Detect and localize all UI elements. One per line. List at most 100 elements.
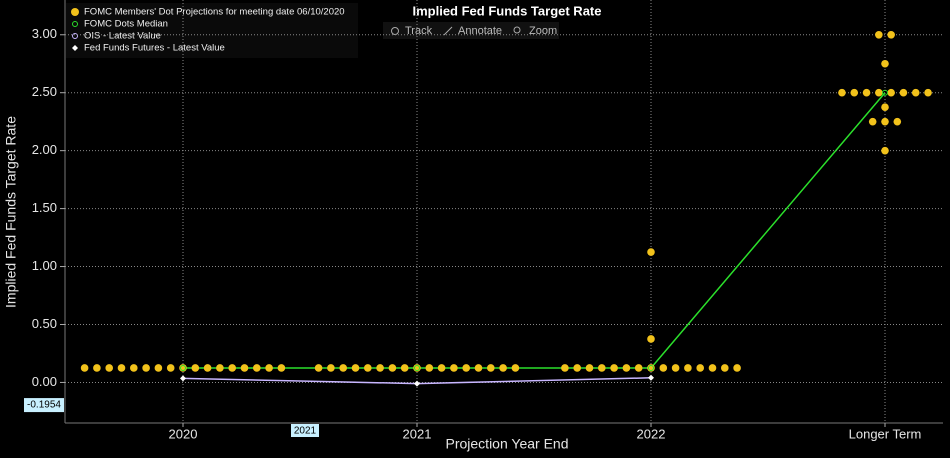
dot [887,30,895,39]
toolbar: Track Annotate Zoom [383,22,559,39]
dot [437,364,446,372]
dot [240,364,249,372]
x-tick-label: 2021 [403,426,432,441]
dot [216,364,224,372]
median-marker [882,89,888,96]
dot [511,364,520,372]
legend-marker [72,33,78,39]
x-tick-label: Longer Term [849,426,922,441]
dot [376,364,384,372]
dot [573,364,581,372]
median-marker [180,364,186,371]
y-tick-label: 2.00 [32,142,57,157]
dot [881,103,889,111]
dot [585,364,594,372]
dot [228,364,236,372]
dot [314,364,323,372]
dot [598,364,606,372]
dot [252,364,261,372]
futures-marker [180,375,186,382]
legend-entry: FOMC Dots Median [84,19,168,30]
median-marker [414,364,420,371]
dot [862,88,871,97]
dot [647,248,655,256]
legend-entry: OIS - Latest Value [84,31,161,42]
x-tick-label: 2020 [169,426,198,441]
toolbar-button[interactable]: Zoom [529,25,557,37]
cursor-x-bg [291,424,319,437]
chart-title: Implied Fed Funds Target Rate [412,3,601,18]
dot [659,364,668,372]
dot [388,364,397,372]
legend-marker [72,21,78,27]
dot [684,364,692,372]
median-line [183,92,886,369]
dot [105,364,113,372]
dot [733,364,741,372]
dot [450,364,458,372]
dot [622,364,631,372]
dot [850,88,859,97]
legend-entry: Fed Funds Futures - Latest Value [84,43,225,54]
dot [881,146,889,155]
dot [117,364,126,372]
dot [647,335,655,343]
dot [893,117,902,126]
y-tick-label: 0.00 [32,374,57,389]
dot [610,364,618,372]
toolbar-button[interactable]: Track [405,25,433,37]
dot [339,364,348,372]
dot [191,364,200,372]
zoom-icon [513,26,521,34]
dot [875,88,883,97]
y-tick-label: 3.00 [32,26,57,41]
dot [130,364,138,372]
dot [499,364,507,372]
dot [911,88,920,97]
dot [327,364,335,372]
legend: FOMC Members' Dot Projections for meetin… [66,3,358,58]
dot [671,364,680,372]
futures-marker [414,380,420,387]
y-tick-label: 1.00 [32,258,57,273]
dot [868,117,877,126]
y-tick-label: 1.50 [32,200,57,215]
annotate-icon [443,26,453,36]
dot [838,88,846,97]
dot [277,364,286,372]
dot [203,364,212,372]
futures-marker [648,374,654,381]
dot [474,364,483,372]
dot [887,88,895,97]
dot [425,364,434,372]
cursor-x-label: 2021 [294,426,317,437]
dot [881,59,889,68]
median-marker [648,364,654,371]
dot [708,364,717,372]
dot [924,88,932,97]
dot [561,364,569,372]
legend-marker [71,8,79,16]
dot [899,88,908,97]
legend-entry: FOMC Members' Dot Projections for meetin… [84,7,345,18]
dot [80,364,89,372]
dot [462,364,471,372]
dot [265,364,273,372]
dot [881,117,889,126]
y-tick-label: 0.50 [32,316,57,331]
dot [142,364,150,372]
dot [875,30,883,39]
legend-marker [72,45,78,51]
x-axis-label: Projection Year End [446,436,569,452]
cursor-y-bg [24,398,64,413]
toolbar-button[interactable]: Annotate [458,25,502,37]
cursor-y-label: -0.1954 [27,400,61,411]
y-tick-label: 2.50 [32,84,57,99]
dot [166,364,175,372]
dot [634,364,643,372]
x-tick-label: 2022 [637,426,666,441]
dot [696,364,704,372]
dot [154,364,163,372]
